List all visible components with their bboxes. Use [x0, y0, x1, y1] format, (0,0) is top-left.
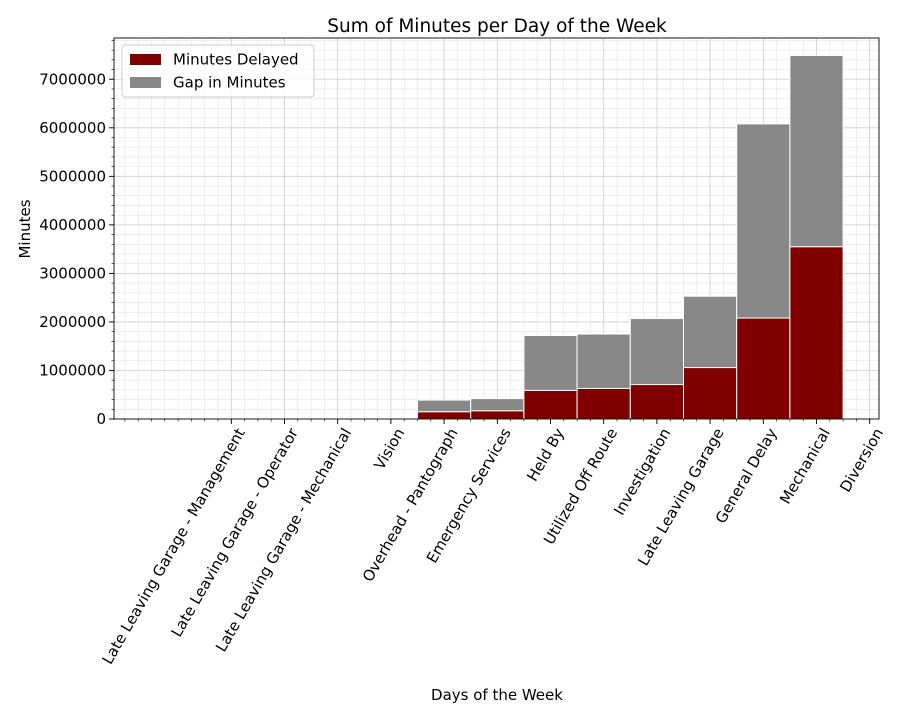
bar-gap-in-minutes [524, 336, 577, 391]
bar-minutes-delayed [684, 368, 737, 419]
bar-gap-in-minutes [790, 55, 843, 246]
bar-minutes-delayed [630, 385, 683, 419]
bar-minutes-delayed [524, 390, 577, 419]
legend-swatch [130, 77, 161, 88]
chart-title: Sum of Minutes per Day of the Week [327, 16, 667, 37]
y-tick-label: 0 [96, 410, 106, 428]
x-axis-label: Days of the Week [431, 686, 563, 704]
y-tick-label: 7000000 [39, 70, 106, 88]
x-tick-label: Overhead - Pantograph [359, 425, 462, 585]
x-tick-label: Held By [523, 425, 568, 484]
bar-minutes-delayed [790, 247, 843, 419]
y-tick-label: 5000000 [39, 167, 106, 185]
legend-swatch [130, 54, 161, 65]
bar-gap-in-minutes [630, 319, 683, 385]
bar-minutes-delayed [577, 388, 630, 419]
bar-gap-in-minutes [737, 124, 790, 318]
bar-minutes-delayed [471, 411, 524, 419]
y-tick-label: 1000000 [39, 361, 106, 379]
y-tick-label: 4000000 [39, 216, 106, 234]
y-tick-label: 6000000 [39, 119, 106, 137]
y-axis-label: Minutes [16, 199, 34, 258]
bar-gap-in-minutes [577, 334, 630, 388]
x-tick-label: Diversion [836, 425, 887, 495]
x-tick-label: Investigation [610, 425, 674, 518]
legend-label: Minutes Delayed [173, 51, 299, 69]
legend: Minutes Delayed Gap in Minutes [122, 45, 314, 97]
bar-gap-in-minutes [471, 399, 524, 411]
x-tick-label: Mechanical [776, 425, 834, 507]
x-tick-label: Vision [370, 425, 408, 473]
legend-label: Gap in Minutes [173, 74, 286, 92]
bar-gap-in-minutes [418, 400, 471, 412]
bar-minutes-delayed [418, 412, 471, 419]
y-tick-label: 2000000 [39, 313, 106, 331]
bar-gap-in-minutes [684, 296, 737, 367]
bar-minutes-delayed [737, 318, 790, 419]
y-tick-label: 3000000 [39, 264, 106, 282]
